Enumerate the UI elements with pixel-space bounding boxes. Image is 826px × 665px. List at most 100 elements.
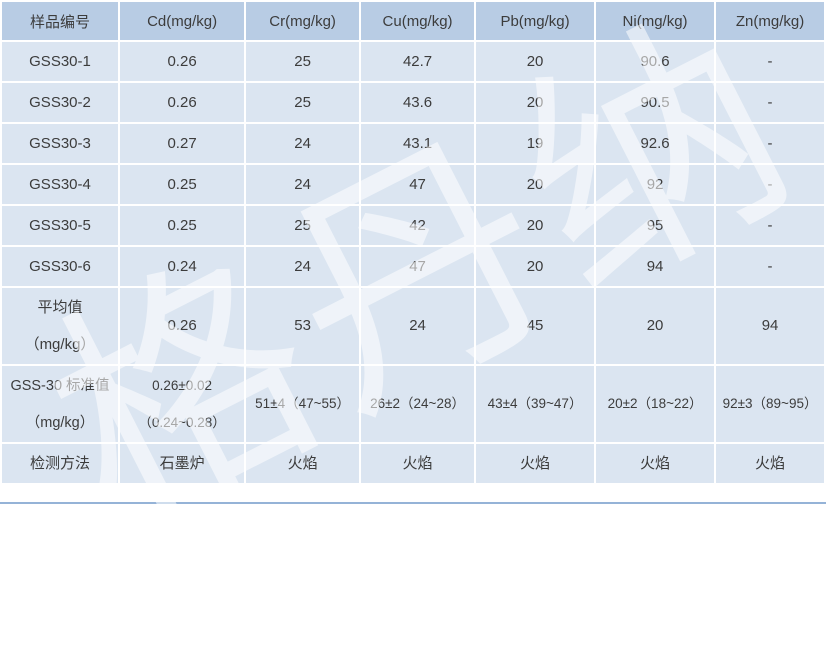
column-header: 样品编号: [2, 2, 118, 40]
header-row: 样品编号 Cd(mg/kg) Cr(mg/kg) Cu(mg/kg) Pb(mg/kg)…: [2, 2, 824, 40]
row-label-cell: 检测方法: [2, 444, 118, 483]
value-cell: 20: [476, 247, 595, 286]
table-row: GSS30-3 0.27 24 43.1 19 92.6 -: [2, 124, 824, 163]
cell-text: GSS30-3: [29, 134, 91, 152]
cell-text: 42.7: [402, 52, 433, 70]
cell-text: 90.5: [640, 93, 670, 111]
value-cell: 火焰: [716, 444, 824, 483]
value-cell: 47: [361, 165, 475, 204]
value-cell: 20: [476, 165, 595, 204]
value-cell: 火焰: [596, 444, 715, 483]
cell-text: 24: [294, 257, 311, 275]
cell-text: 92: [646, 175, 664, 193]
cell-text: -: [767, 257, 773, 275]
cell-text: 0.25: [167, 175, 197, 193]
value-cell: 20: [476, 83, 595, 122]
cell-text: 51±4（47~55）: [255, 396, 351, 411]
table-row: GSS-30 标准值 （mg/kg） 0.26±0.02 （0.24~0.28） 51±…: [2, 366, 824, 442]
value-cell: 0.24: [120, 247, 245, 286]
cell-text: -: [767, 216, 773, 234]
cell-text: 火焰: [640, 454, 671, 472]
value-cell: 95: [596, 206, 715, 245]
value-cell: -: [716, 83, 824, 122]
cell-text: 0.25: [167, 216, 197, 234]
cell-text: 19: [526, 134, 544, 152]
row-label-cell: GSS30-2: [2, 83, 118, 122]
row-label-cell: GSS30-1: [2, 42, 118, 81]
column-header: Zn(mg/kg): [716, 2, 824, 40]
value-cell: -: [716, 165, 824, 204]
value-cell: 43.1: [361, 124, 475, 163]
value-cell: 90.5: [596, 83, 715, 122]
row-label-cell: GSS30-5: [2, 206, 118, 245]
value-cell: 20: [476, 206, 595, 245]
cell-text: 47: [409, 175, 426, 193]
cell-text: 0.24: [167, 257, 197, 275]
cell-text: 47: [409, 257, 426, 275]
value-cell: 42.7: [361, 42, 475, 81]
cell-text: 24: [409, 317, 426, 334]
cell-text: 45: [526, 317, 544, 334]
value-cell: 92±3（89~95）: [716, 366, 824, 442]
value-cell: 51±4（47~55）: [246, 366, 360, 442]
value-cell: 24: [246, 165, 360, 204]
value-cell: 43±4（39~47）: [476, 366, 595, 442]
results-table-body: 样品编号 Cd(mg/kg) Cr(mg/kg) Cu(mg/kg) Pb(mg/kg)…: [2, 2, 824, 483]
value-cell: 24: [361, 288, 475, 364]
cell-text: 20: [526, 257, 544, 275]
cell-text: 43±4（39~47）: [487, 396, 583, 411]
cell-text: 20: [526, 52, 544, 70]
cell-text: 92.6: [640, 134, 670, 152]
column-header: Pb(mg/kg): [476, 2, 595, 40]
table-bottom-border: [0, 502, 826, 504]
cell-text: 火焰: [287, 454, 318, 472]
value-cell: 0.26: [120, 288, 245, 364]
value-cell: 47: [361, 247, 475, 286]
results-table: 样品编号 Cd(mg/kg) Cr(mg/kg) Cu(mg/kg) Pb(mg/kg)…: [2, 2, 824, 483]
cell-text: 0.26±0.02: [152, 377, 213, 393]
cell-text: 25: [294, 52, 311, 70]
value-cell: 火焰: [361, 444, 475, 483]
cell-text: 90.6: [640, 52, 670, 70]
cell-text: 火焰: [520, 454, 551, 472]
cell-text: GSS-30 标准值: [10, 377, 110, 394]
value-cell: 43.6: [361, 83, 475, 122]
cell-text: 火焰: [402, 454, 433, 472]
cell-text: 43.1: [402, 134, 433, 152]
value-cell: 92: [596, 165, 715, 204]
cell-text: 43.6: [402, 93, 433, 111]
cell-text: 0.26: [167, 93, 197, 111]
table-row: GSS30-5 0.25 25 42 20 95 -: [2, 206, 824, 245]
value-cell: 25: [246, 42, 360, 81]
value-cell: 19: [476, 124, 595, 163]
cell-text: GSS30-5: [29, 216, 91, 234]
cell-text: 检测方法: [29, 454, 90, 472]
cell-text: 94: [646, 257, 664, 275]
column-header: Cr(mg/kg): [246, 2, 360, 40]
cell-text: -: [767, 134, 773, 152]
column-header: Ni(mg/kg): [596, 2, 715, 40]
value-cell: 0.25: [120, 206, 245, 245]
cell-text: 20: [526, 175, 544, 193]
value-cell: 45: [476, 288, 595, 364]
cell-text: 25: [294, 216, 311, 234]
cell-text: 26±2（24~28）: [370, 396, 465, 411]
cell-text: 92±3（89~95）: [722, 396, 818, 411]
value-cell: 24: [246, 247, 360, 286]
cell-text: （mg/kg）: [24, 335, 96, 353]
cell-text: GSS30-1: [29, 52, 91, 70]
cell-text: GSS30-6: [29, 257, 91, 275]
cell-text: 53: [294, 317, 311, 334]
cell-text: 20: [526, 216, 544, 234]
value-cell: 火焰: [246, 444, 360, 483]
cell-text: 94: [761, 317, 779, 334]
cell-text: 20: [646, 317, 664, 334]
cell-text: （mg/kg）: [25, 414, 95, 431]
cell-text: GSS30-4: [29, 175, 91, 193]
cell-text: 20±2（18~22）: [607, 396, 703, 411]
row-label-cell: GSS-30 标准值 （mg/kg）: [2, 366, 118, 442]
value-cell: 0.27: [120, 124, 245, 163]
table-row: 检测方法 石墨炉 火焰 火焰 火焰 火焰 火焰: [2, 444, 824, 483]
value-cell: 90.6: [596, 42, 715, 81]
cell-text: 20: [526, 93, 544, 111]
